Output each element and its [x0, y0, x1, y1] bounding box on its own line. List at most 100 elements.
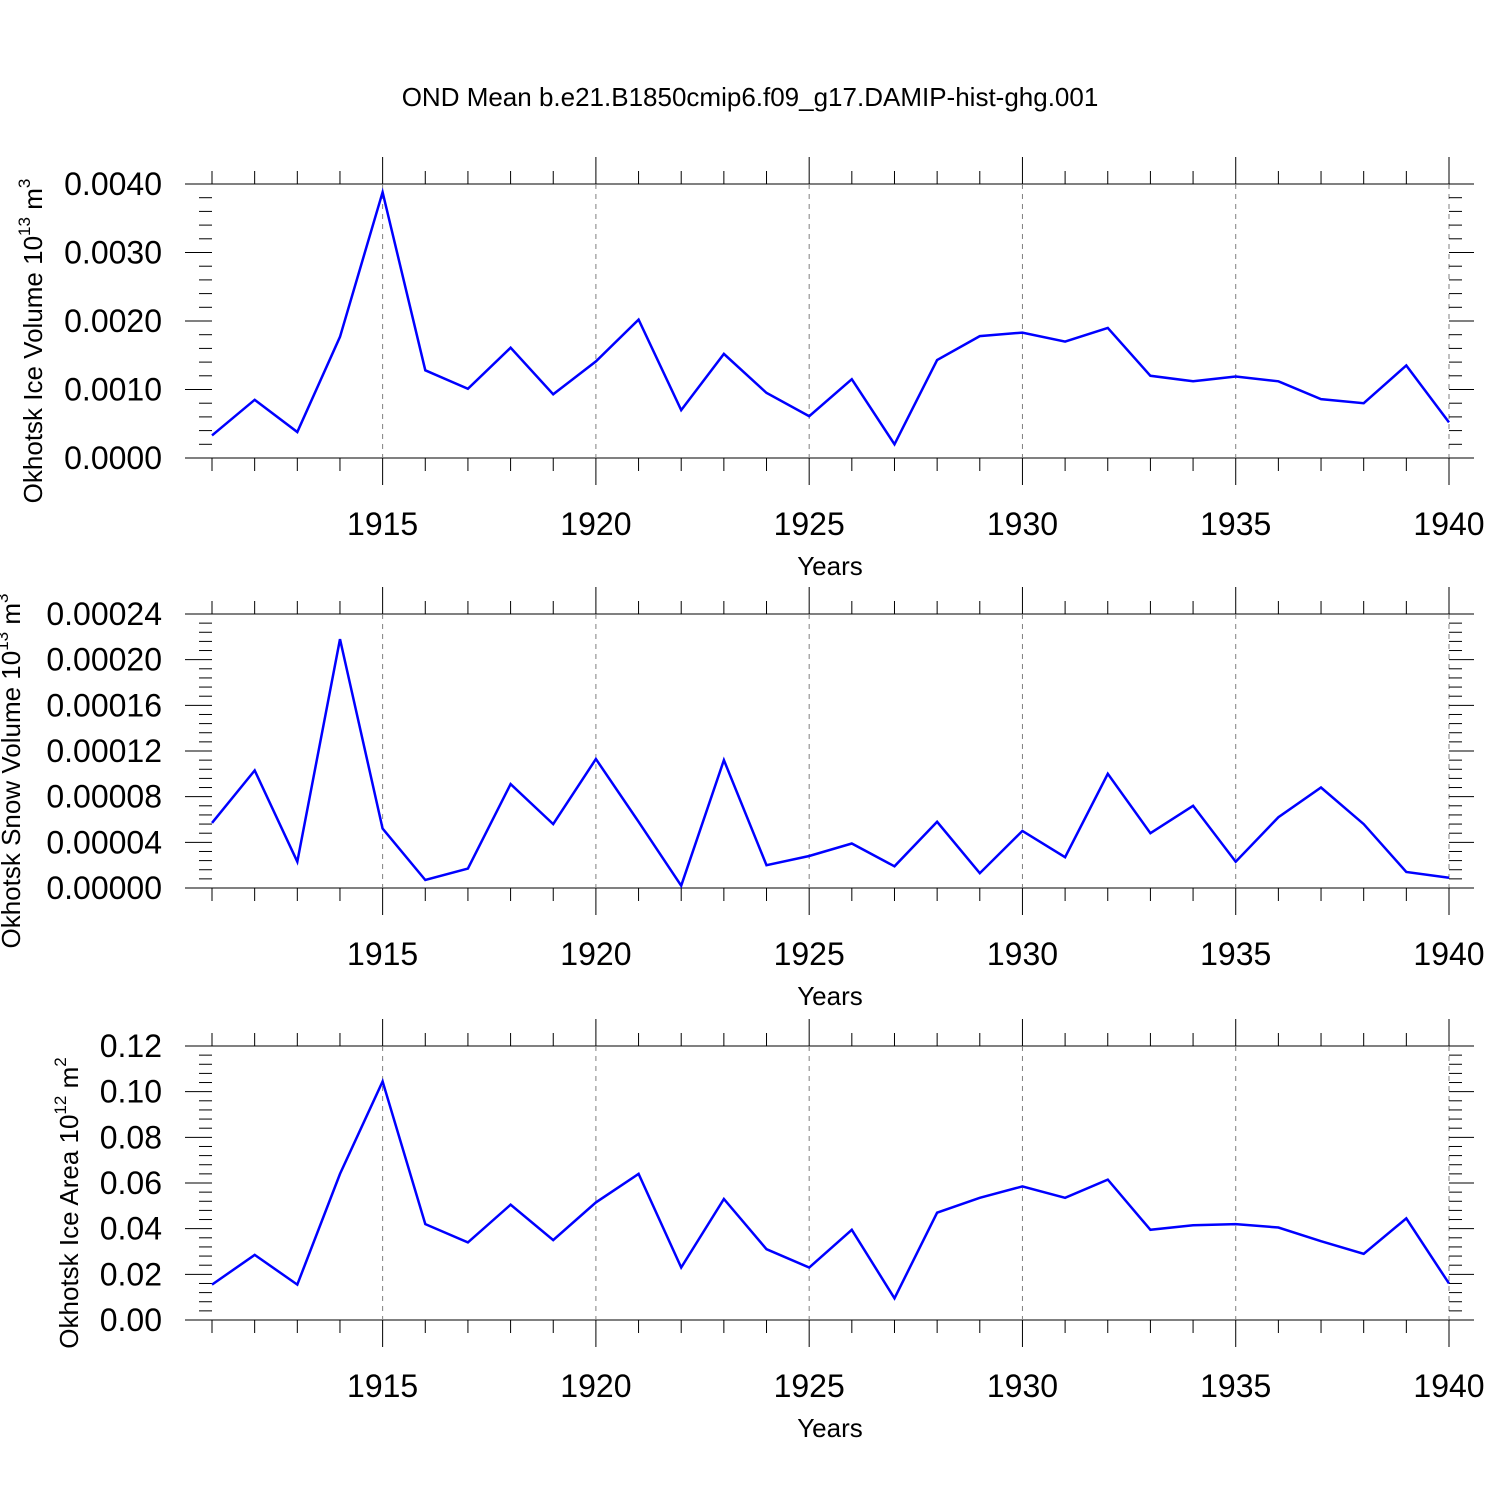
- panel-3-series-line: [211, 1077, 1451, 1301]
- panel-2-data-point: [425, 880, 426, 881]
- panel-3-xlabel: Years: [797, 1413, 863, 1443]
- panel-1-xtick-label: 1925: [774, 506, 845, 542]
- panel-2-xtick-label: 1915: [347, 936, 418, 972]
- panel-2-data-point: [1193, 805, 1194, 806]
- panel-2-data-point: [894, 866, 895, 867]
- panel-3-ylabel: Okhotsk Ice Area 1012 m2: [51, 1057, 84, 1348]
- panel-2-data-point: [1363, 824, 1364, 825]
- panel-1-data-point: [638, 319, 639, 320]
- panel-1-data-point: [254, 399, 255, 400]
- panel-2-series-line: [211, 638, 1450, 889]
- panel-3-data-point: [1107, 1179, 1108, 1180]
- panel-1-data-point: [1193, 381, 1194, 382]
- panel-2-data-point: [681, 885, 682, 886]
- panel-3-data-point: [937, 1212, 938, 1213]
- panel-1-data-point: [1363, 403, 1364, 404]
- panel-2-data-point: [937, 821, 938, 822]
- panel-2-data-point: [766, 865, 767, 866]
- panel-1-data-point: [425, 370, 426, 371]
- panel-3-data-point: [1449, 1283, 1450, 1284]
- panel-3-xtick-label: 1935: [1200, 1368, 1271, 1404]
- panel-3-data-point: [553, 1240, 554, 1241]
- panel-3-data-point: [425, 1224, 426, 1225]
- panel-2-xtick-label: 1935: [1200, 936, 1271, 972]
- panel-2-ylabel: Okhotsk Snow Volume 1013 m3: [0, 594, 26, 949]
- panel-1-ytick-label: 0.0000: [64, 440, 162, 476]
- panel-2-data-point: [382, 828, 383, 829]
- panel-1-data-point: [1022, 332, 1023, 333]
- panel-2-data-point: [638, 821, 639, 822]
- panel-3-data-point: [723, 1198, 724, 1199]
- panel-1-data-point: [1321, 399, 1322, 400]
- panel-1-data-point: [339, 336, 340, 337]
- panel-3-data-point: [339, 1173, 340, 1174]
- panel-1-data-point: [809, 416, 810, 417]
- panel-2-data-point: [254, 770, 255, 771]
- panel-3-data-point: [1150, 1229, 1151, 1230]
- panel-2-data-point: [1321, 787, 1322, 788]
- panel-3-ytick-label: 0.00: [100, 1302, 162, 1338]
- figure-title: OND Mean b.e21.B1850cmip6.f09_g17.DAMIP-…: [401, 82, 1099, 112]
- panel-2-ytick-label: 0.00008: [46, 779, 162, 815]
- panel-2-data-point: [851, 843, 852, 844]
- panel-3-data-point: [510, 1204, 511, 1205]
- panel-2-ytick-label: 0.00012: [46, 733, 162, 769]
- panel-2-data-point: [1235, 861, 1236, 862]
- panel-3-xtick-label: 1925: [774, 1368, 845, 1404]
- panel-3-data-point: [979, 1197, 980, 1198]
- panel-1-xtick-label: 1915: [347, 506, 418, 542]
- panel-3-data-point: [1363, 1253, 1364, 1254]
- panel-2-xlabel: Years: [797, 981, 863, 1011]
- panel-2-ytick-label: 0.00024: [46, 596, 162, 632]
- panel-1-data-point: [467, 388, 468, 389]
- panel-2-data-point: [595, 758, 596, 759]
- panel-3-ytick-label: 0.10: [100, 1074, 162, 1110]
- panel-3-xtick-label: 1915: [347, 1368, 418, 1404]
- panel-1-data-point: [297, 431, 298, 432]
- panel-2-data-point: [510, 784, 511, 785]
- panel-1-data-point: [766, 392, 767, 393]
- panel-3-data-point: [894, 1298, 895, 1299]
- panel-1-data-point: [1235, 376, 1236, 377]
- panel-1-xtick-label: 1935: [1200, 506, 1271, 542]
- panel-1-data-point: [1065, 341, 1066, 342]
- panel-1-data-point: [937, 360, 938, 361]
- panel-1-data-point: [212, 435, 213, 436]
- panel-1-xtick-label: 1930: [987, 506, 1058, 542]
- panel-1-ytick-label: 0.0030: [64, 235, 162, 271]
- panel-1-ytick-label: 0.0020: [64, 303, 162, 339]
- panel-1-data-point: [681, 410, 682, 411]
- panel-3-ytick-label: 0.08: [100, 1119, 162, 1155]
- panel-3-data-point: [254, 1254, 255, 1255]
- panel-1-ytick-label: 0.0010: [64, 372, 162, 408]
- panel-3-data-point: [297, 1284, 298, 1285]
- panel-1-xlabel: Years: [797, 551, 863, 581]
- panel-2-data-point: [723, 760, 724, 761]
- panel-3-data-point: [809, 1267, 810, 1268]
- panel-2-data-point: [339, 639, 340, 640]
- panel-3-data-point: [1193, 1225, 1194, 1226]
- panel-1-data-point: [723, 353, 724, 354]
- panel-2-data-point: [979, 873, 980, 874]
- panel-1-ylabel: Okhotsk Ice Volume 1013 m3: [15, 179, 48, 504]
- panel-3-data-point: [467, 1242, 468, 1243]
- panel-1-data-point: [979, 336, 980, 337]
- panel-1-xtick-label: 1920: [560, 506, 631, 542]
- panel-3: 1915 1920 1925 1930 1935 1940 0.00 0.02 0.04 0.06…: [51, 1019, 1485, 1443]
- panel-3-data-point: [851, 1229, 852, 1230]
- panel-2-data-point: [1449, 877, 1450, 878]
- panel-1-data-point: [595, 361, 596, 362]
- panel-1-data-point: [1150, 375, 1151, 376]
- panel-3-data-point: [766, 1249, 767, 1250]
- panel-2-data-point: [1278, 817, 1279, 818]
- panel-3-ytick-label: 0.04: [100, 1211, 162, 1247]
- panel-2-ytick-label: 0.00016: [46, 687, 162, 723]
- panel-2-data-point: [809, 856, 810, 857]
- panel-3-data-point: [212, 1284, 213, 1285]
- panel-3-ytick-label: 0.12: [100, 1028, 162, 1064]
- panel-1-data-point: [1449, 422, 1450, 423]
- panel-3-data-point: [1065, 1197, 1066, 1198]
- panel-2-xtick-label: 1930: [987, 936, 1058, 972]
